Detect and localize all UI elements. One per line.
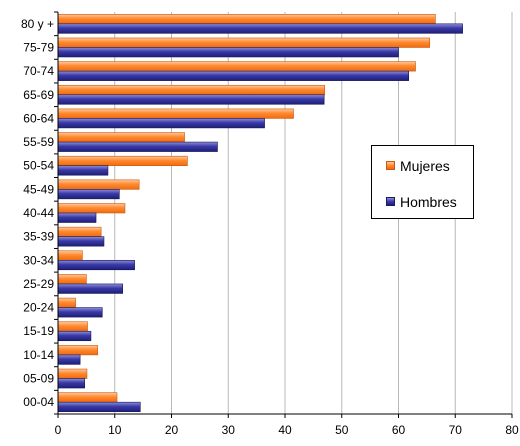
y-tick-label: 60-64 xyxy=(23,111,54,125)
x-tick-label: 40 xyxy=(278,423,292,437)
bar-hombres-75-79 xyxy=(57,47,399,58)
bar-hombres-50-54 xyxy=(57,165,109,176)
bar-mujeres-30-34 xyxy=(57,250,83,261)
y-tick-label: 30-34 xyxy=(23,253,54,267)
tick-labels: 0 10 20 30 40 50 60 70 80 80 y + 75-79 70-74 65-69 60… xyxy=(21,17,519,437)
bar-mujeres-10-14 xyxy=(57,345,99,356)
legend-swatch-hombres xyxy=(386,197,395,206)
y-tick-label: 45-49 xyxy=(23,182,54,196)
bar-mujeres-65-69 xyxy=(57,84,326,96)
bar-mujeres-45-49 xyxy=(57,179,140,190)
x-tick-label: 10 xyxy=(108,423,122,437)
x-tick-label: 20 xyxy=(165,423,179,437)
legend-label-mujeres: Mujeres xyxy=(400,158,450,174)
y-tick-label: 00-04 xyxy=(23,395,54,409)
bar-mujeres-40-44 xyxy=(57,203,126,214)
x-tick-label: 80 xyxy=(505,423,519,437)
bar-hombres-55-59 xyxy=(57,141,218,152)
y-tick-label: 35-39 xyxy=(23,230,54,244)
bar-mujeres-35-39 xyxy=(57,226,102,237)
bar-hombres-00-04 xyxy=(57,401,141,412)
y-tick-label: 10-14 xyxy=(23,348,54,362)
y-tick-label: 70-74 xyxy=(23,64,54,78)
bar-mujeres-55-59 xyxy=(57,132,185,143)
bar-hombres-20-24 xyxy=(57,307,103,318)
y-tick-label: 50-54 xyxy=(23,159,54,173)
legend: Mujeres Hombres xyxy=(371,145,474,219)
bar-hombres-05-09 xyxy=(57,378,85,389)
bar-hombres-35-39 xyxy=(57,236,105,247)
bar-mujeres-50-54 xyxy=(57,155,188,167)
y-tick-label: 75-79 xyxy=(23,40,54,54)
x-tick-label: 60 xyxy=(392,423,406,437)
bar-mujeres-75-79 xyxy=(57,37,431,48)
bar-hombres-70-74 xyxy=(57,70,410,81)
bar-hombres-40-44 xyxy=(57,212,97,223)
y-tick-label: 55-59 xyxy=(23,135,54,149)
bars xyxy=(57,14,463,412)
y-tick-label: 40-44 xyxy=(23,206,54,220)
x-tick-label: 50 xyxy=(335,423,349,437)
bar-mujeres-00-04 xyxy=(57,392,118,403)
x-tick-label: 70 xyxy=(449,423,463,437)
bar-mujeres-15-19 xyxy=(57,321,88,332)
bar-hombres-80y+ xyxy=(57,23,463,34)
bar-mujeres-80y+ xyxy=(57,14,436,25)
y-tick-label: 15-19 xyxy=(23,324,54,338)
bar-hombres-65-69 xyxy=(57,94,325,105)
legend-label-hombres: Hombres xyxy=(400,194,457,210)
bar-hombres-45-49 xyxy=(57,189,120,200)
bar-mujeres-60-64 xyxy=(57,108,294,119)
y-tick-label: 05-09 xyxy=(23,372,54,386)
bar-mujeres-05-09 xyxy=(57,368,88,379)
bar-mujeres-25-29 xyxy=(57,274,87,285)
x-tick-label: 30 xyxy=(222,423,236,437)
y-tick-label: 65-69 xyxy=(23,88,54,102)
bar-hombres-10-14 xyxy=(57,354,81,365)
y-tick-label: 20-24 xyxy=(23,301,54,315)
y-tick-label: 80 y + xyxy=(21,17,54,31)
bar-mujeres-20-24 xyxy=(57,297,76,308)
legend-swatch-mujeres xyxy=(386,161,395,170)
axes xyxy=(54,11,513,418)
bar-mujeres-70-74 xyxy=(57,61,416,72)
bar-hombres-25-29 xyxy=(57,283,123,294)
x-tick-label: 0 xyxy=(55,423,62,437)
bar-hombres-60-64 xyxy=(57,118,265,129)
y-tick-label: 25-29 xyxy=(23,277,54,291)
bar-hombres-30-34 xyxy=(57,259,135,271)
bar-hombres-15-19 xyxy=(57,330,92,342)
